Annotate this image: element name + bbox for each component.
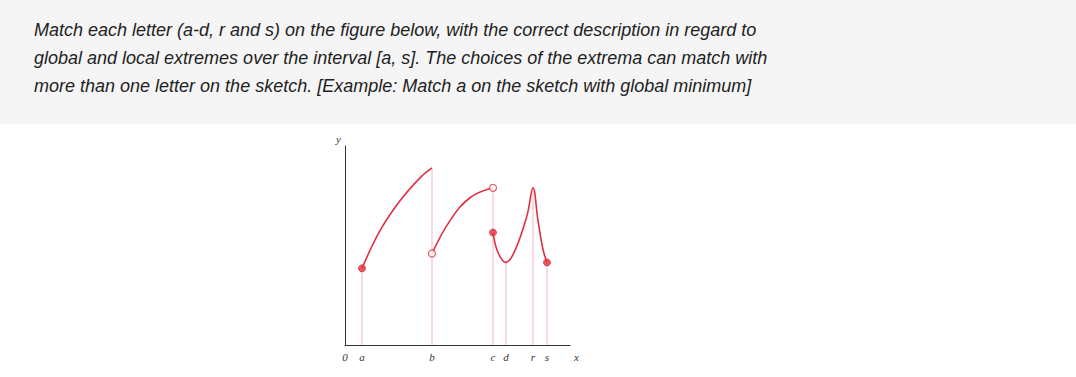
html-text:Match each letter (a-d, r and: Match each letter (a-d, r and s) on the … <box>34 20 757 40</box>
svg-text:0: 0 <box>342 351 348 363</box>
svg-text:a: a <box>359 351 365 363</box>
svg-text:x: x <box>573 351 579 363</box>
svg-text:r: r <box>531 351 536 363</box>
svg-text:c: c <box>491 351 496 363</box>
svg-text:s: s <box>545 351 549 363</box>
svg-text:b: b <box>429 351 435 363</box>
html-text:more than one letter on the sk: more than one letter on the sketch. [Exa… <box>34 76 752 96</box>
svg-text:y: y <box>335 133 341 145</box>
html-text:global and local extremes over: global and local extremes over the inter… <box>34 48 768 68</box>
svg-text:d: d <box>503 351 509 363</box>
